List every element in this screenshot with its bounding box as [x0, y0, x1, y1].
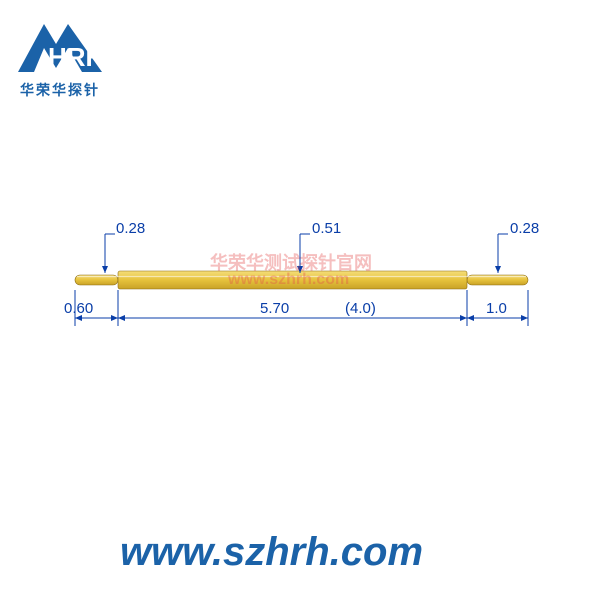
length-label: 5.70	[260, 300, 289, 317]
stroke-paren-label: (4.0)	[345, 300, 376, 317]
diameter-label: 0.28	[116, 220, 145, 237]
length-label: 0.60	[64, 300, 93, 317]
watermark-line2: www.szhrh.com	[228, 271, 349, 289]
diameter-label: 0.51	[312, 220, 341, 237]
diameter-label: 0.28	[510, 220, 539, 237]
length-dimensions	[75, 290, 528, 326]
footer-url: www.szhrh.com	[120, 530, 423, 575]
figure-canvas: HRH 华荣华探针 华荣华测试探针官网 www.szhrh.com 0.280.…	[0, 0, 600, 600]
length-label: 1.0	[486, 300, 507, 317]
